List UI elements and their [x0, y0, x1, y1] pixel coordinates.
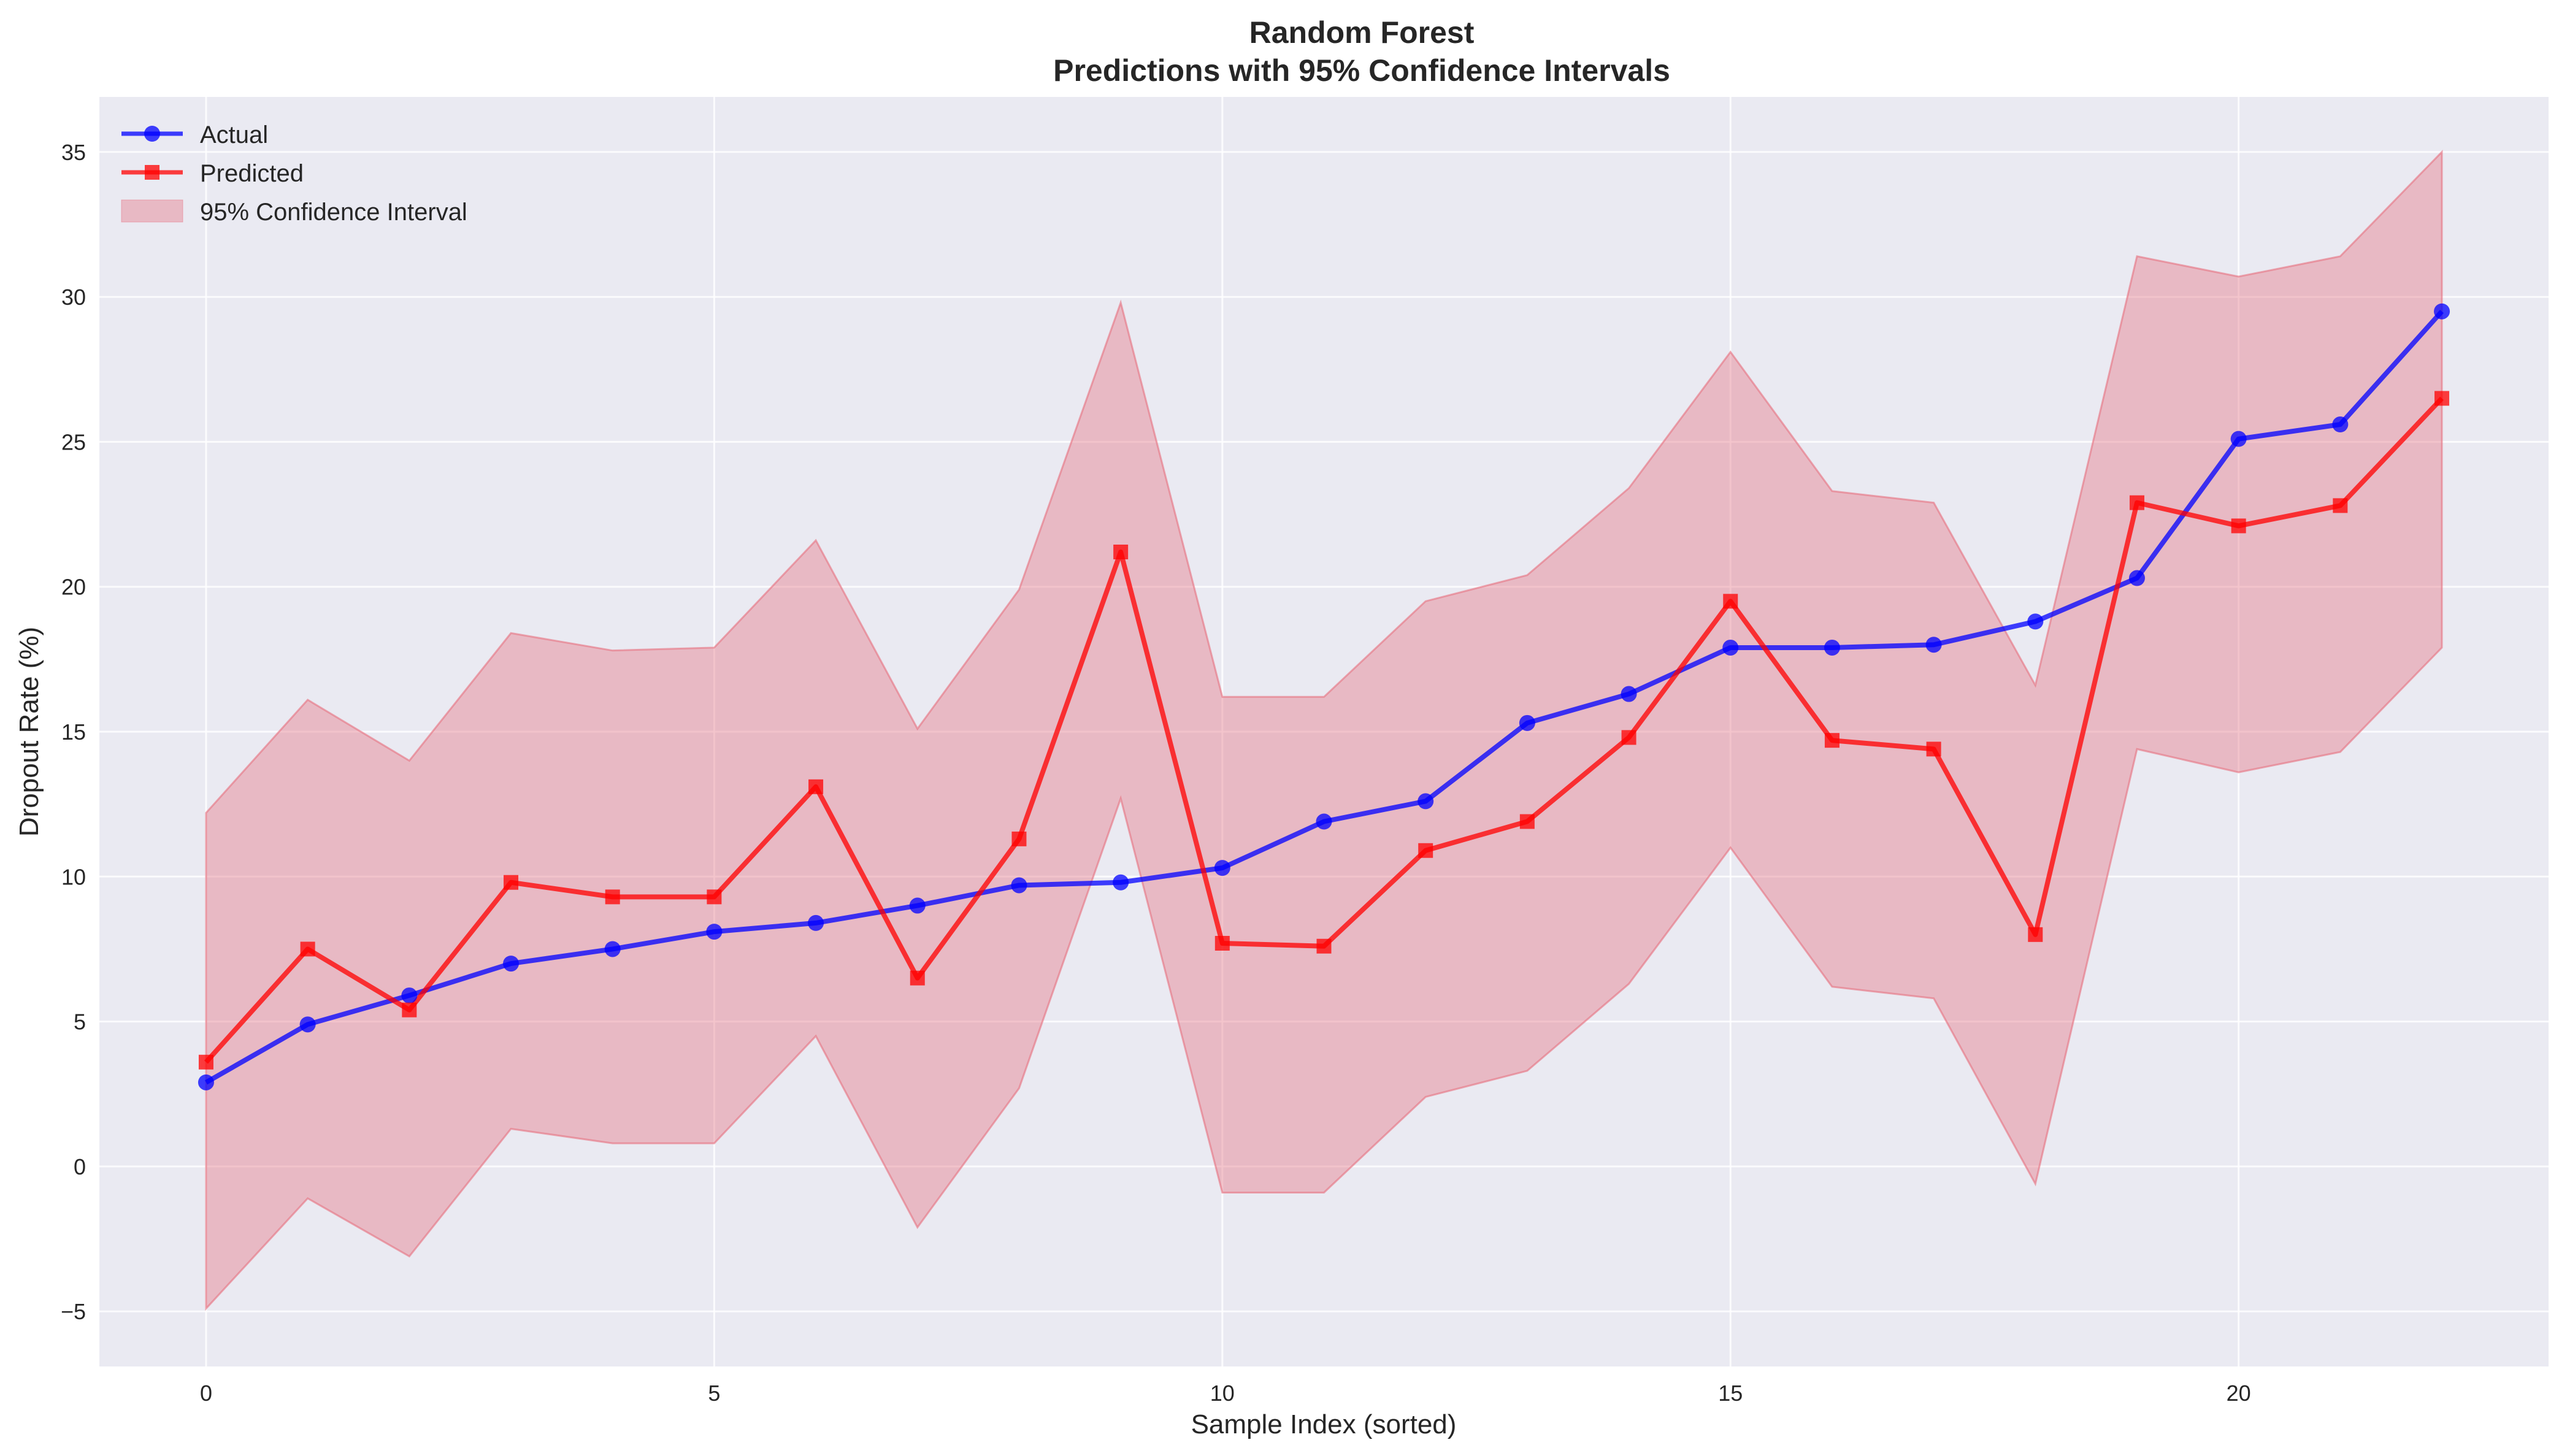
predicted-point: [808, 779, 824, 794]
x-axis-label: Sample Index (sorted): [1191, 1409, 1457, 1439]
x-tick-label: 20: [2227, 1381, 2251, 1406]
actual-point: [2128, 570, 2145, 586]
y-tick-label: 0: [74, 1154, 86, 1179]
x-tick-label: 10: [1210, 1381, 1235, 1406]
actual-point: [1824, 639, 1840, 656]
predicted-point: [2333, 498, 2348, 513]
predicted-point: [1621, 730, 1636, 745]
y-tick-label: −5: [61, 1299, 86, 1324]
x-tick-label: 0: [200, 1381, 212, 1406]
predicted-point: [1418, 843, 1433, 858]
series-markers: [198, 303, 2450, 1090]
predicted-point: [605, 889, 620, 905]
predicted-point: [1316, 938, 1332, 954]
actual-point: [1214, 860, 1230, 876]
y-axis-ticks: −5 0 5 10 15 20 25 30 35: [61, 140, 86, 1324]
actual-point: [2434, 303, 2450, 320]
y-tick-label: 15: [61, 719, 86, 745]
y-tick-label: 25: [61, 429, 86, 454]
legend-actual-marker: [144, 126, 160, 142]
legend-ci-label: 95% Confidence Interval: [200, 199, 467, 226]
legend-ci-swatch: [121, 199, 183, 223]
predicted-point: [707, 889, 722, 905]
actual-point: [706, 924, 723, 940]
actual-point: [299, 1016, 316, 1033]
y-tick-label: 5: [74, 1010, 86, 1035]
predicted-point: [2028, 927, 2043, 942]
y-tick-label: 10: [61, 864, 86, 889]
actual-point: [1011, 877, 1027, 894]
actual-point: [198, 1074, 214, 1090]
y-tick-label: 30: [61, 285, 86, 310]
actual-point: [1621, 686, 1637, 702]
x-axis-ticks: 0 5 10 15 20: [200, 1381, 2251, 1406]
predicted-point: [1723, 594, 1738, 609]
actual-point: [808, 914, 824, 931]
predicted-point: [910, 970, 925, 986]
predicted-point: [2434, 391, 2450, 406]
actual-point: [909, 897, 926, 914]
actual-point: [503, 956, 520, 972]
grid: [99, 97, 2549, 1366]
legend-actual-label: Actual: [200, 121, 268, 148]
actual-point: [401, 987, 418, 1004]
actual-point: [2230, 431, 2247, 447]
predicted-point: [198, 1054, 213, 1070]
legend-predicted-label: Predicted: [200, 160, 304, 187]
y-tick-label: 35: [61, 140, 86, 165]
predicted-point: [2231, 518, 2246, 534]
predicted-point: [402, 1002, 417, 1017]
actual-point: [2332, 416, 2349, 433]
predicted-point: [1011, 831, 1027, 846]
y-tick-label: 20: [61, 575, 86, 600]
chart-title: Random Forest: [1249, 15, 1475, 50]
actual-point: [1925, 637, 1942, 653]
predicted-point: [2129, 495, 2144, 510]
predicted-point: [1926, 741, 1941, 757]
legend-predicted-marker: [145, 165, 159, 180]
actual-point: [1519, 715, 1535, 731]
confidence-interval-band: [205, 150, 2443, 1311]
actual-point: [1316, 813, 1332, 830]
predicted-point: [1824, 733, 1840, 748]
actual-point: [1418, 793, 1434, 810]
actual-point: [604, 941, 621, 957]
predicted-point: [1214, 936, 1230, 951]
predicted-point: [1113, 544, 1129, 559]
legend: Actual Predicted 95% Confidence Interval: [121, 121, 467, 226]
x-tick-label: 5: [708, 1381, 720, 1406]
actual-point: [2027, 613, 2044, 630]
x-tick-label: 15: [1718, 1381, 1743, 1406]
predicted-point: [300, 941, 315, 957]
chart-subtitle: Predictions with 95% Confidence Interval…: [1053, 53, 1670, 88]
predicted-point: [504, 875, 519, 890]
actual-point: [1722, 639, 1739, 656]
actual-point: [1113, 874, 1129, 891]
predicted-point: [1519, 814, 1535, 829]
y-axis-label: Dropout Rate (%): [14, 627, 44, 837]
confidence-band: [205, 150, 2443, 1311]
